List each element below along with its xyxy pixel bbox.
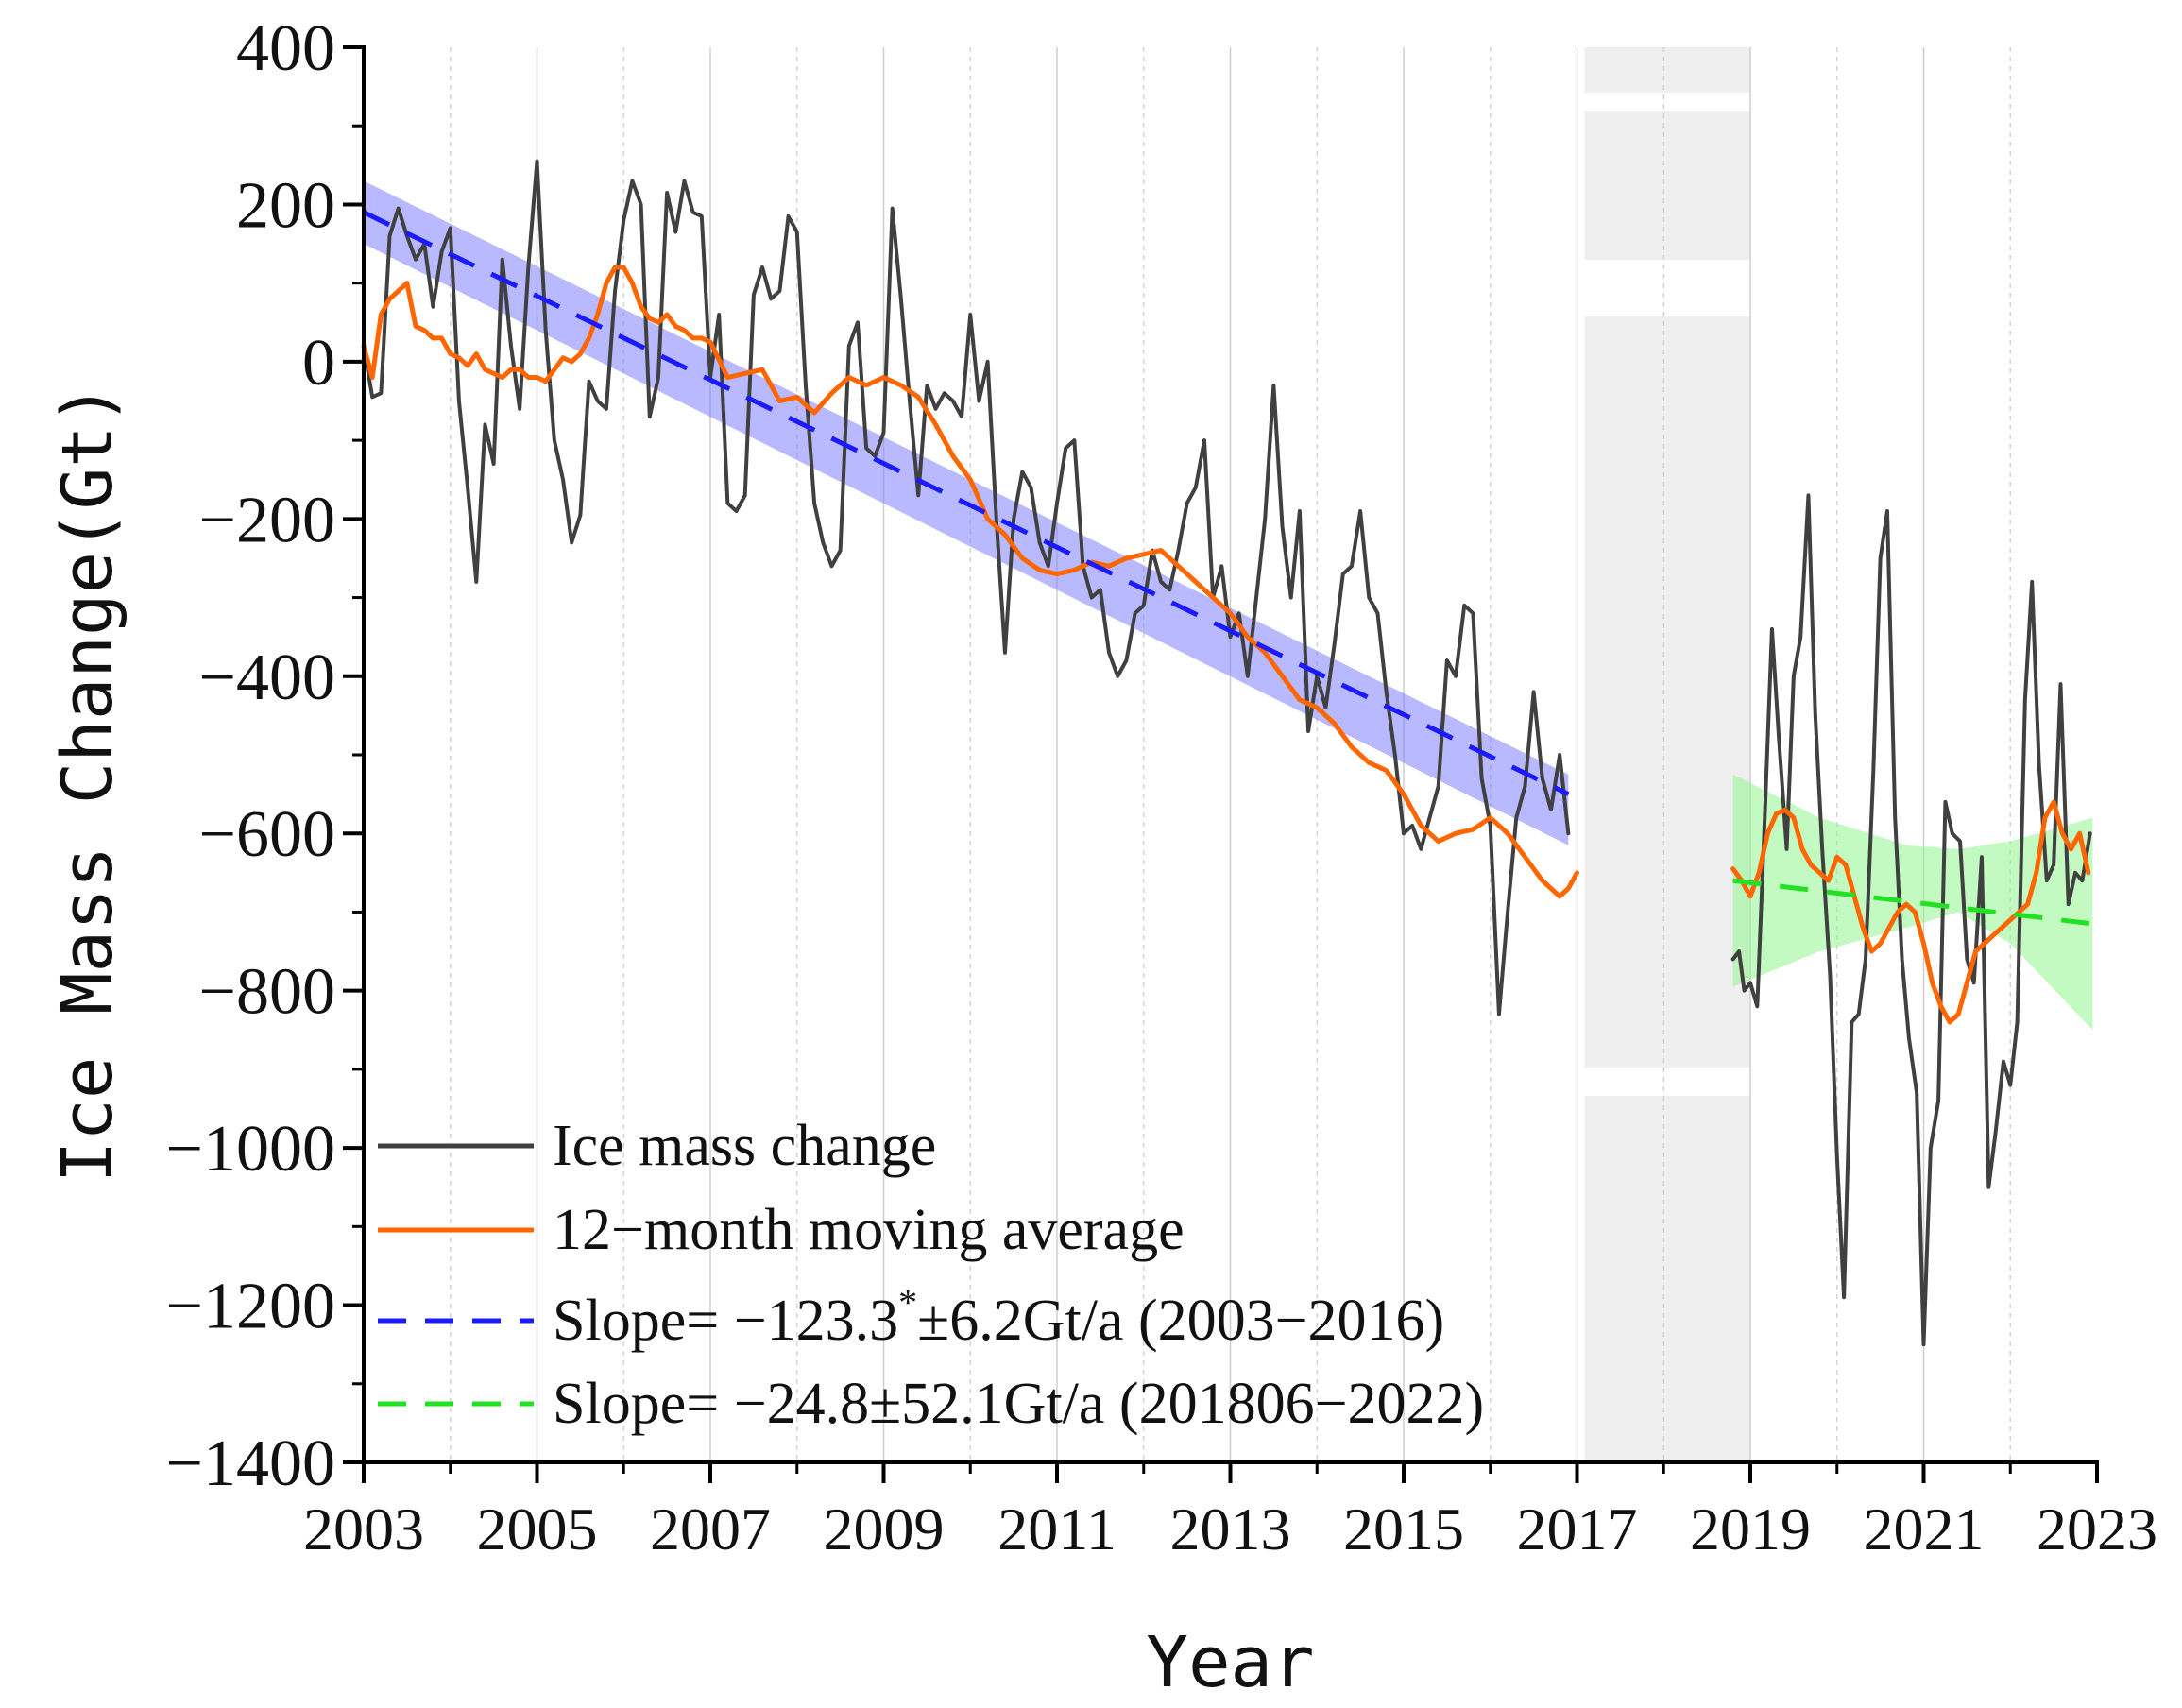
legend: Ice mass change 12−month moving average Sl… [378, 1114, 1484, 1436]
x-axis-title: Year [1146, 1622, 1314, 1703]
x-tick-label: 2009 [824, 1495, 945, 1563]
y-tick-label: 400 [236, 12, 335, 85]
tick-labels: 4002000−200−400−600−800−1000−1200−140020… [166, 12, 2157, 1563]
axes [343, 45, 2099, 1483]
x-tick-label: 2023 [2037, 1495, 2157, 1563]
x-tick-label: 2013 [1170, 1495, 1291, 1563]
y-tick-label: −600 [199, 798, 335, 871]
y-tick-label: 200 [236, 169, 335, 242]
x-tick-label: 2005 [477, 1495, 598, 1563]
legend-label-rest: ±6.2Gt/a (2003−2016) [917, 1289, 1444, 1353]
x-tick-label: 2021 [1864, 1495, 1985, 1563]
x-tick-label: 2015 [1343, 1495, 1464, 1563]
moving-average-line-0 [361, 265, 1579, 899]
trend-line-2003-2016 [362, 210, 1570, 796]
x-tick-label: 2007 [650, 1495, 771, 1563]
y-tick-label: −1200 [166, 1271, 335, 1343]
y-axis-title: Ice Mass Change(Gt) [47, 384, 128, 1183]
moving-average-line-1 [1730, 799, 2091, 1025]
y-tick-label: −400 [199, 641, 335, 714]
gap-stripe [1584, 93, 1750, 111]
legend-label-2: Slope= −123.3*±6.2Gt/a (2003−2016) [553, 1281, 1444, 1353]
series-lines [361, 159, 2093, 1347]
x-tick-label: 2003 [303, 1495, 424, 1563]
trend-line-2018-2022 [1732, 878, 2093, 927]
y-tick-label: −800 [199, 956, 335, 1029]
x-tick-label: 2017 [1517, 1495, 1638, 1563]
legend-label-3: Slope= −24.8±52.1Gt/a (201806−2022) [553, 1372, 1484, 1436]
x-tick-label: 2019 [1690, 1495, 1811, 1563]
legend-label-1: 12−month moving average [553, 1198, 1185, 1262]
axis-titles: Year Ice Mass Change(Gt) [47, 384, 1315, 1703]
y-tick-label: −1400 [166, 1427, 335, 1500]
gap-stripe [1584, 1068, 1750, 1096]
confidence-band-2 [364, 180, 1569, 845]
gap-stripe [1584, 260, 1750, 316]
y-tick-label: −1000 [166, 1113, 335, 1186]
y-tick-label: 0 [302, 327, 335, 400]
ice-mass-change-line-0 [362, 159, 1571, 1016]
x-tick-label: 2011 [997, 1495, 1117, 1563]
legend-label-0: Ice mass change [553, 1114, 936, 1178]
gap-shading [1584, 47, 1750, 1462]
legend-label-superscript: * [898, 1281, 917, 1324]
ice-mass-change-line-1 [1730, 493, 2092, 1347]
data-gap-region [1584, 47, 1750, 1462]
legend-label-main: Slope= −123.3 [553, 1289, 898, 1353]
y-tick-label: −200 [199, 484, 335, 556]
